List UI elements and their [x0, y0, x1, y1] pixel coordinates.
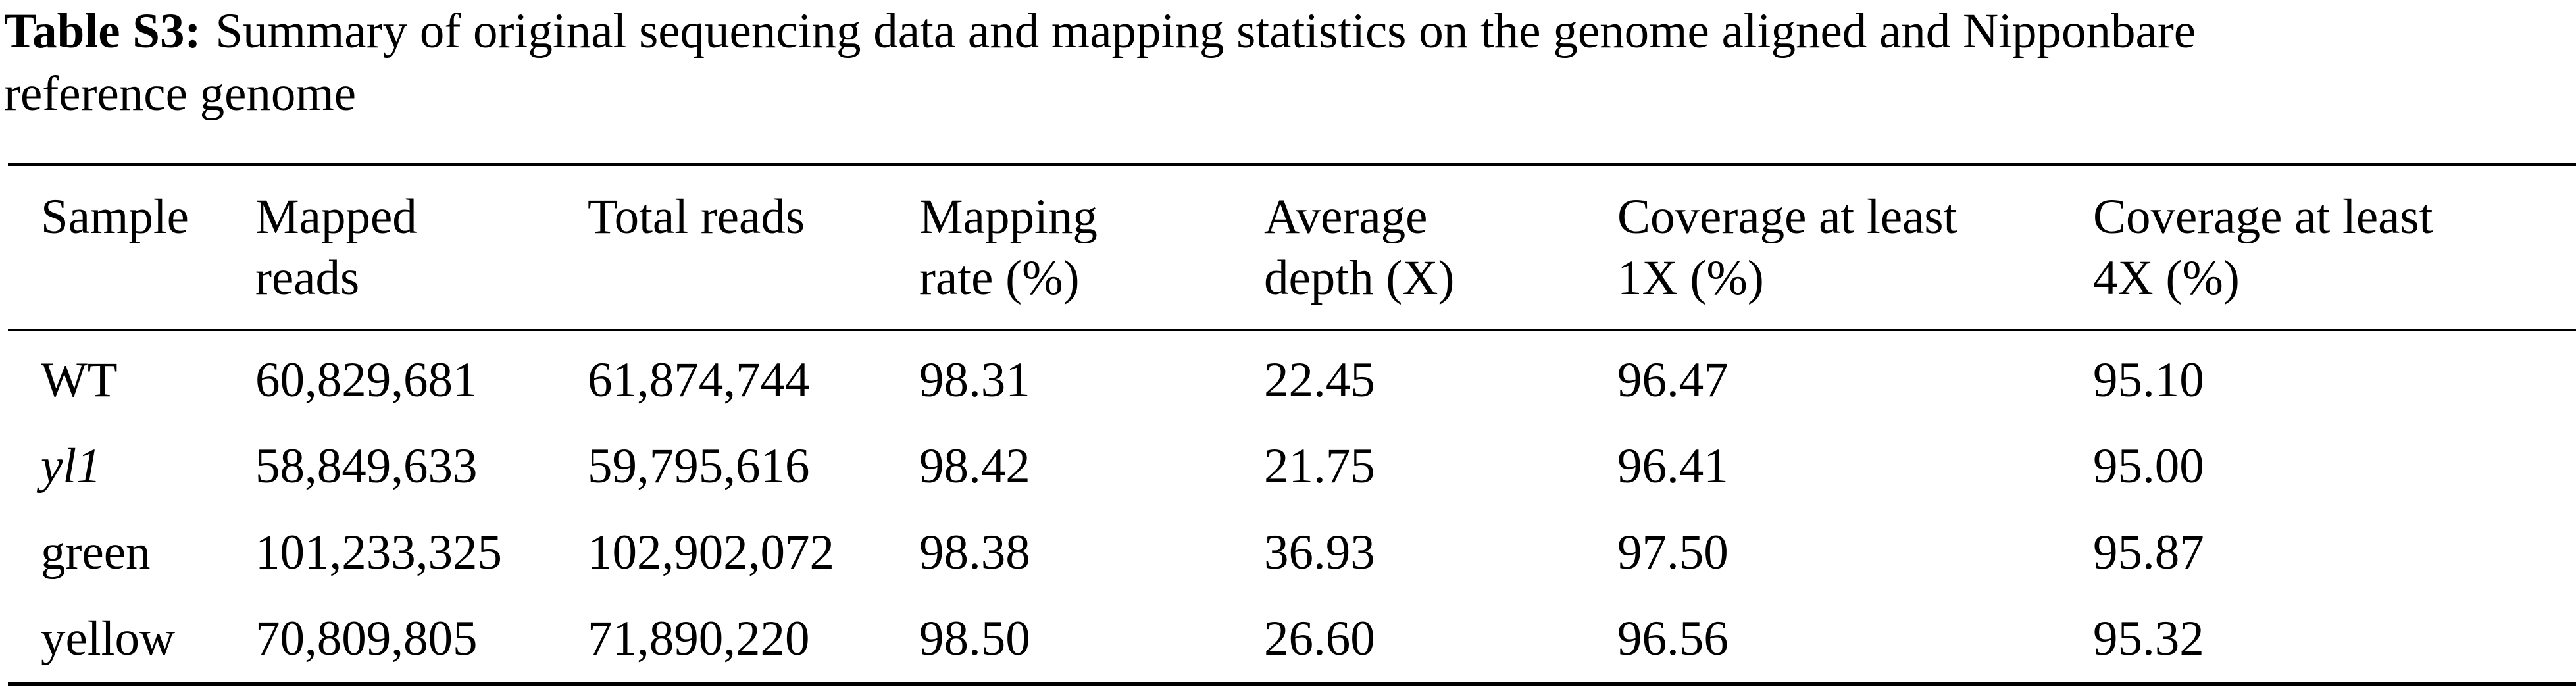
cell-total-reads: 102,902,072 — [588, 525, 834, 580]
header-average-depth-line2: depth (X) — [1264, 251, 1455, 305]
cell-mapped-reads: 101,233,325 — [255, 525, 502, 580]
caption-text-line1: Summary of original sequencing data and … — [215, 4, 2196, 59]
table-top-rule — [8, 163, 2576, 166]
header-coverage-1x-line1: Coverage at least — [1617, 190, 1957, 244]
cell-mapping-rate: 98.31 — [919, 353, 1030, 407]
header-average-depth-line1: Average — [1264, 190, 1428, 244]
cell-mapped-reads: 60,829,681 — [255, 353, 478, 407]
cell-average-depth: 36.93 — [1264, 525, 1375, 580]
cell-total-reads: 61,874,744 — [588, 353, 810, 407]
header-sample-line1: Sample — [41, 190, 189, 244]
header-coverage-4x: Coverage at least 4X (%) — [2093, 186, 2433, 309]
cell-sample: yellow — [41, 611, 176, 666]
header-mapping-rate: Mapping rate (%) — [919, 186, 1098, 309]
cell-mapping-rate: 98.42 — [919, 439, 1030, 494]
header-sample: Sample — [41, 186, 189, 247]
caption-text-line2: reference genome — [4, 66, 357, 121]
cell-coverage-1x: 97.50 — [1617, 525, 1729, 580]
caption-label: Table S3: — [4, 4, 201, 59]
header-total-reads: Total reads — [588, 186, 805, 247]
cell-average-depth: 22.45 — [1264, 353, 1375, 407]
header-coverage-1x-line2: 1X (%) — [1617, 251, 1764, 305]
cell-coverage-1x: 96.41 — [1617, 439, 1729, 494]
table-bottom-rule — [8, 682, 2576, 686]
cell-coverage-1x: 96.56 — [1617, 611, 1729, 666]
cell-total-reads: 71,890,220 — [588, 611, 810, 666]
cell-sample: green — [41, 525, 151, 580]
cell-coverage-4x: 95.32 — [2093, 611, 2204, 666]
cell-coverage-4x: 95.00 — [2093, 439, 2204, 494]
cell-mapping-rate: 98.50 — [919, 611, 1030, 666]
cell-mapped-reads: 70,809,805 — [255, 611, 478, 666]
table-header-rule — [8, 329, 2576, 331]
header-mapped-reads-line2: reads — [255, 251, 360, 305]
cell-mapped-reads: 58,849,633 — [255, 439, 478, 494]
cell-coverage-1x: 96.47 — [1617, 353, 1729, 407]
header-average-depth: Average depth (X) — [1264, 186, 1455, 309]
header-coverage-4x-line1: Coverage at least — [2093, 190, 2433, 244]
header-coverage-4x-line2: 4X (%) — [2093, 251, 2240, 305]
cell-total-reads: 59,795,616 — [588, 439, 810, 494]
cell-coverage-4x: 95.10 — [2093, 353, 2204, 407]
header-coverage-1x: Coverage at least 1X (%) — [1617, 186, 1957, 309]
header-total-reads-line1: Total reads — [588, 190, 805, 244]
cell-average-depth: 26.60 — [1264, 611, 1375, 666]
header-mapping-rate-line1: Mapping — [919, 190, 1098, 244]
header-mapping-rate-line2: rate (%) — [919, 251, 1080, 305]
cell-mapping-rate: 98.38 — [919, 525, 1030, 580]
cell-average-depth: 21.75 — [1264, 439, 1375, 494]
cell-sample: yl1 — [41, 439, 101, 494]
cell-sample: WT — [41, 353, 118, 407]
header-mapped-reads: Mapped reads — [255, 186, 417, 309]
header-mapped-reads-line1: Mapped — [255, 190, 417, 244]
cell-coverage-4x: 95.87 — [2093, 525, 2204, 580]
table-caption: Table S3: Summary of original sequencing … — [4, 0, 2570, 125]
